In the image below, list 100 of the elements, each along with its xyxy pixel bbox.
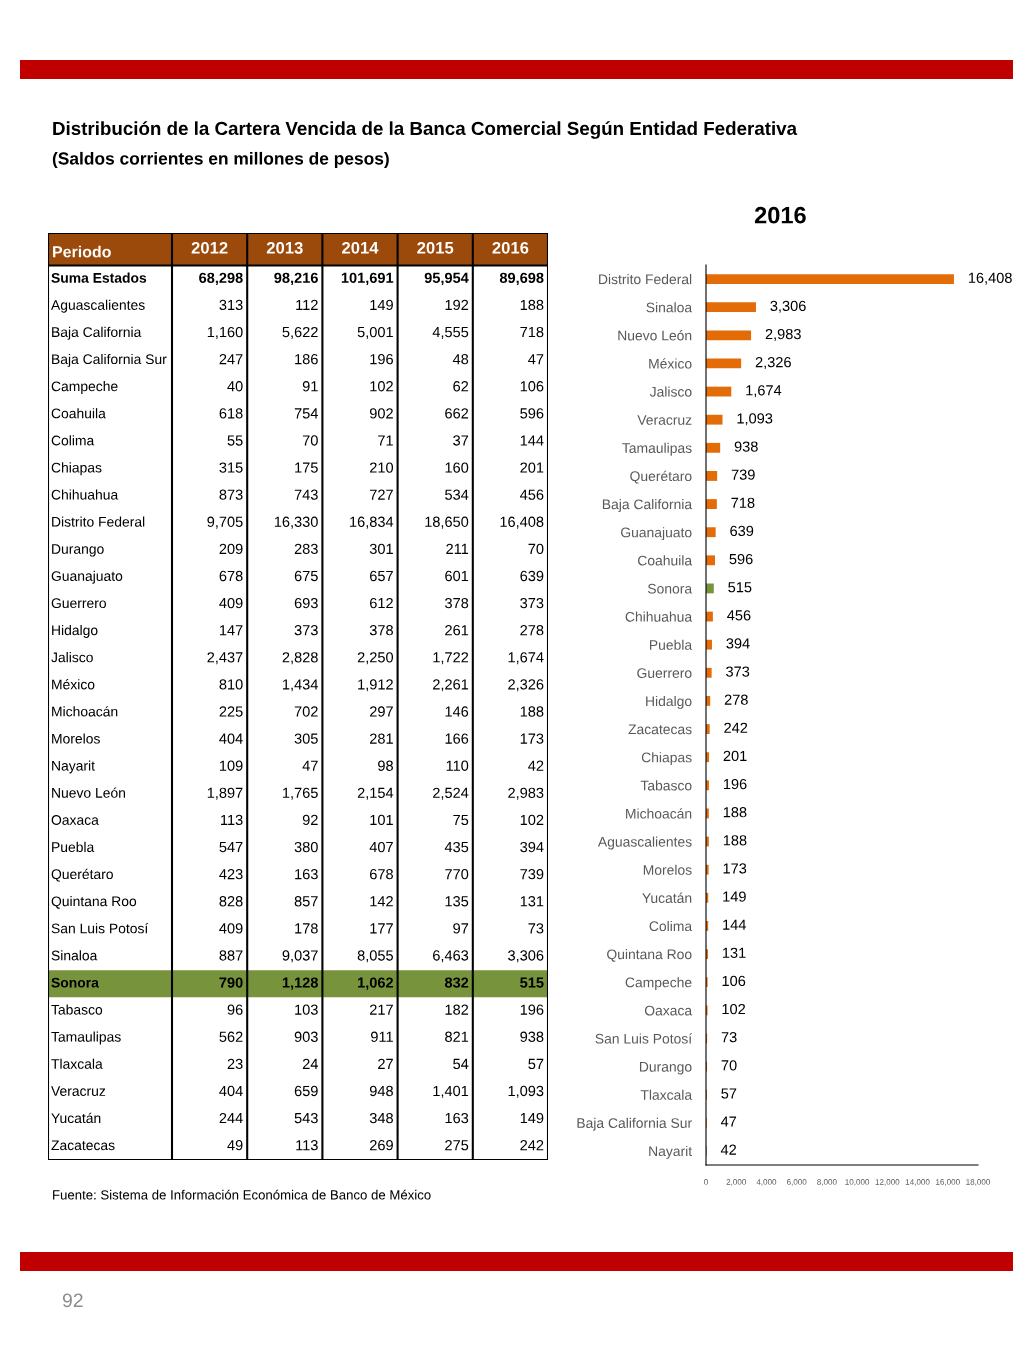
text: 37 <box>453 435 469 446</box>
data-label: 173 <box>723 863 747 874</box>
text: 2,983 <box>508 787 544 800</box>
text: 70 <box>302 435 318 446</box>
y-tick-label: Michoacán <box>52 706 118 717</box>
text: 1,765 <box>283 787 318 800</box>
y-tick-label: Guerrero <box>637 668 692 678</box>
x-tick-label: 4,000 <box>756 1179 777 1186</box>
text: 857 <box>294 896 318 907</box>
text: 54 <box>453 1058 469 1070</box>
y-tick-label: Veracruz <box>637 415 692 425</box>
text: 5,001 <box>357 326 393 339</box>
text: 89,698 <box>499 272 544 286</box>
text: 3,306 <box>508 950 544 963</box>
y-tick-label: Quintana Roo <box>607 949 692 962</box>
text: 948 <box>369 1085 393 1097</box>
text: 166 <box>445 733 469 744</box>
data-label: 102 <box>722 1003 746 1015</box>
text: 109 <box>219 760 243 771</box>
text: 261 <box>445 625 469 636</box>
data-label: 16,408 <box>968 272 1012 285</box>
text: 1,722 <box>433 652 469 665</box>
y-tick-label: Tamaulipas <box>622 442 692 456</box>
text: 225 <box>219 706 243 717</box>
data-label: 196 <box>723 778 747 790</box>
y-tick-label: Querétaro <box>51 868 113 882</box>
text: 2,250 <box>357 652 394 665</box>
text: 902 <box>369 408 393 419</box>
y-tick-label: Campeche <box>51 381 118 394</box>
text: 423 <box>219 868 243 880</box>
text: 75 <box>453 814 469 826</box>
data-label: 373 <box>726 666 750 677</box>
y-tick-label: Guerrero <box>51 598 106 609</box>
y-tick-label: México <box>649 358 692 369</box>
y-tick-label: Yucatán <box>642 892 692 903</box>
text: 407 <box>369 841 393 853</box>
text: 278 <box>520 625 544 636</box>
chart-title: 2016 <box>754 206 806 224</box>
y-tick-label: Michoacán <box>626 808 692 819</box>
text: 601 <box>445 570 469 582</box>
y-tick-label: Oaxaca <box>51 815 99 825</box>
text: 2,828 <box>282 652 318 665</box>
x-tick-label: 6,000 <box>787 1179 807 1186</box>
y-tick-label: Yucatán <box>51 1112 101 1124</box>
text: 1,128 <box>282 977 318 990</box>
data-label: 2,326 <box>755 357 791 370</box>
text: 1,401 <box>433 1085 469 1098</box>
data-label: 144 <box>723 919 746 930</box>
y-tick-label: Baja California Sur <box>577 1117 692 1131</box>
text: 639 <box>520 570 544 582</box>
data-label: 456 <box>727 610 751 621</box>
text: 98 <box>378 760 393 771</box>
text: 456 <box>520 489 544 500</box>
text: 5,622 <box>282 326 318 339</box>
y-tick-label: Nuevo León <box>618 330 692 341</box>
data-label: 106 <box>722 975 746 987</box>
text: 394 <box>520 841 544 853</box>
text: 49 <box>227 1140 243 1151</box>
y-tick-label: Tlaxcala <box>51 1058 103 1069</box>
data-label: 938 <box>734 441 758 452</box>
text: 103 <box>295 1004 318 1015</box>
annotation: 92 <box>302 814 318 826</box>
source-note: Fuente: Sistema de Información Económica de Banco de México <box>53 1189 431 1200</box>
text: 938 <box>520 1031 544 1042</box>
text: 409 <box>219 597 243 609</box>
text: 209 <box>219 543 243 555</box>
text: 97 <box>453 923 469 934</box>
text: 693 <box>294 597 318 609</box>
data-label: 394 <box>726 638 750 649</box>
data-label: 57 <box>721 1088 737 1099</box>
text: 57 <box>528 1058 544 1070</box>
y-tick-label: San Luis Potosí <box>595 1033 693 1044</box>
text: 142 <box>370 896 393 907</box>
text: 23 <box>227 1058 243 1070</box>
data-label: 73 <box>721 1032 737 1043</box>
x-tick-label: 0 <box>704 1179 708 1185</box>
text: 269 <box>370 1140 393 1151</box>
text: 283 <box>294 543 318 555</box>
text: 618 <box>219 408 243 419</box>
text: 95,954 <box>424 272 469 286</box>
x-tick-label: 8,000 <box>817 1179 837 1186</box>
data-label: 242 <box>724 722 748 733</box>
text: 106 <box>520 381 544 392</box>
y-tick-label: Coahuila <box>51 408 106 419</box>
x-tick-label: 2014 <box>342 241 379 254</box>
y-tick-label: Distrito Federal <box>599 274 692 285</box>
text: 173 <box>520 733 544 744</box>
y-tick-label: Puebla <box>52 841 95 853</box>
text: 40 <box>227 381 243 392</box>
y-tick-label: Hidalgo <box>646 695 692 709</box>
text: 743 <box>294 489 318 500</box>
y-tick-label: Sonora <box>647 583 693 594</box>
text: 163 <box>445 1112 469 1124</box>
text: 547 <box>219 842 243 853</box>
text: 515 <box>520 977 544 988</box>
x-tick-label: 10,000 <box>845 1179 870 1186</box>
text: 596 <box>520 408 544 419</box>
y-tick-label: Puebla <box>650 639 693 650</box>
text: 378 <box>369 625 393 636</box>
text: 102 <box>370 381 393 392</box>
